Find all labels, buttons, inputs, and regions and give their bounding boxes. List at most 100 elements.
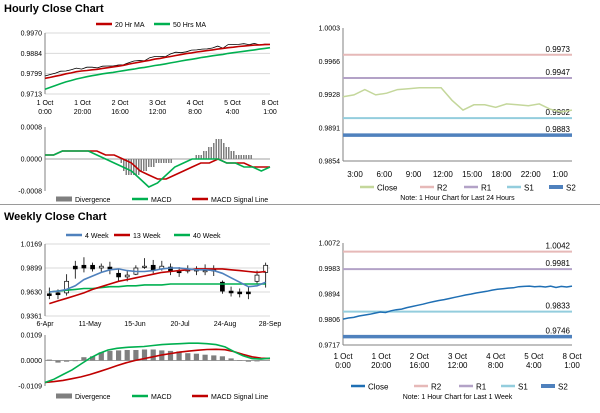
divergence-bar [240, 155, 242, 159]
divergence-bar [150, 159, 152, 167]
weekly-macd-legend-swatch [56, 393, 72, 399]
week13-series [49, 268, 266, 305]
level-label-r2: 0.9973 [546, 45, 571, 54]
hourly-price-xtick-time: 12:00 [149, 109, 167, 116]
hourly-levels-xtick-label: 12:00 [433, 170, 454, 179]
hourly-macd-legend-label: Divergence [75, 197, 111, 204]
hourly-levels-ytick-label: 0.9854 [319, 159, 341, 166]
divergence-bar [145, 159, 147, 171]
weekly-levels-legend-label: R2 [431, 383, 442, 392]
divergence-bar [213, 143, 215, 159]
weekly-price-ytick-label: 0.9361 [21, 314, 43, 321]
weekly-levels-xtick-time: 8:00 [488, 361, 504, 370]
level-label-r1: 0.9947 [546, 68, 571, 77]
divergence-bar [228, 358, 234, 361]
candle-body [237, 291, 243, 295]
divergence-bar [163, 159, 165, 163]
hourly-price-xtick-time: 1:00 [263, 109, 277, 116]
divergence-bar [167, 350, 174, 361]
divergence-bar [202, 354, 208, 361]
divergence-bar [219, 356, 225, 361]
divergence-bar [133, 159, 135, 175]
weekly-price-legend-label: 4 Week [85, 233, 109, 240]
divergence-bar [116, 350, 122, 361]
divergence-bar [98, 352, 104, 361]
candle-body [98, 265, 104, 269]
divergence-bar [90, 356, 96, 361]
hourly-section-title: Hourly Close Chart [4, 3, 104, 15]
weekly-price-xtick-label: 11-May [79, 321, 102, 328]
hourly-price-ytick-label: 0.9884 [21, 51, 43, 58]
hourly-price-xtick-time: 16:00 [111, 109, 129, 116]
candle-body [220, 281, 225, 292]
hourly-price-legend-label: 20 Hr MA [115, 22, 145, 29]
divergence-bar [198, 155, 200, 159]
divergence-bar [72, 360, 78, 362]
divergence-bar [248, 155, 250, 159]
macd-series [44, 342, 271, 384]
weekly-levels-legend-label: S2 [558, 383, 568, 392]
hourly-macd-ytick-label: 0.0000 [21, 157, 43, 164]
divergence-bar [123, 159, 125, 171]
weekly-levels-close-series [342, 285, 573, 320]
ma20-series [44, 43, 271, 80]
hourly-macd-ytick-label: 0.0008 [21, 125, 43, 132]
hourly-price-ytick-label: 0.9970 [21, 31, 43, 38]
hourly-levels-legend-label: Close [377, 184, 398, 193]
weekly-macd-ytick-label: -0.0109 [18, 384, 42, 391]
weekly-levels-xtick-day: 4 Oct [486, 352, 506, 361]
hourly-macd-legend-label: MACD Signal Line [211, 197, 268, 204]
divergence-bar [245, 360, 251, 362]
hourly-levels-legend-label: S2 [566, 184, 576, 193]
divergence-bar [107, 350, 113, 361]
weekly-price-xtick-label: 6-Apr [36, 321, 54, 328]
weekly-levels-xtick-time: 0:00 [335, 361, 351, 370]
divergence-bar [210, 147, 212, 159]
weekly-price-ytick-label: 0.9630 [21, 290, 43, 297]
weekly-levels-xtick-day: 1 Oct [372, 352, 392, 361]
hourly-price-series [44, 42, 271, 77]
weekly-price-xtick-label: 15-Jun [124, 321, 146, 328]
hourly-levels-note: Note: 1 Hour Chart for Last 24 Hours [400, 195, 515, 202]
divergence-bar [153, 159, 155, 167]
divergence-bar [148, 159, 150, 167]
weekly-macd-legend-label: Divergence [75, 394, 111, 401]
hourly-macd-legend-swatch [56, 196, 72, 202]
hourly-levels-xtick-label: 1:00 [552, 170, 568, 179]
section-divider [0, 204, 600, 205]
week40-series [49, 283, 266, 293]
hourly-price-xtick-time: 4:00 [226, 109, 240, 116]
hourly-levels-xtick-label: 18:00 [491, 170, 512, 179]
weekly-price-ytick-label: 1.0169 [21, 242, 43, 249]
divergence-bar [128, 159, 130, 175]
hourly-levels-xtick-label: 9:00 [406, 170, 422, 179]
divergence-bar [125, 159, 127, 175]
weekly-levels-xtick-time: 1:00 [564, 361, 580, 370]
weekly-price-legend-label: 40 Week [193, 233, 221, 240]
divergence-bar [250, 155, 252, 159]
divergence-bar [205, 151, 207, 159]
weekly-levels-legend-label: Close [368, 383, 389, 392]
divergence-bar [218, 139, 220, 159]
divergence-bar [170, 159, 172, 163]
hourly-price-xtick-day: 1 Oct [37, 100, 54, 107]
weekly-price-legend-label: 13 Week [133, 233, 161, 240]
weekly-levels-ytick-label: 0.9806 [319, 317, 341, 324]
hourly-levels-xtick-label: 3:00 [347, 170, 363, 179]
weekly-price-xtick-label: 20-Jul [170, 321, 190, 328]
divergence-bar [238, 155, 240, 159]
weekly-levels-ytick-label: 0.9717 [319, 343, 341, 350]
divergence-bar [193, 353, 199, 361]
weekly-levels-xtick-time: 4:00 [526, 361, 542, 370]
divergence-bar [228, 147, 230, 159]
weekly-price-xtick-label: 28-Sep [259, 321, 282, 328]
divergence-bar [233, 151, 235, 159]
weekly-levels-xtick-day: 8 Oct [562, 352, 582, 361]
hourly-levels-legend-label: R2 [437, 184, 448, 193]
weekly-macd-legend-label: MACD Signal Line [211, 394, 268, 401]
divergence-bar [245, 155, 247, 159]
divergence-bar [124, 350, 130, 361]
weekly-price-xtick-label: 24-Aug [214, 321, 237, 328]
